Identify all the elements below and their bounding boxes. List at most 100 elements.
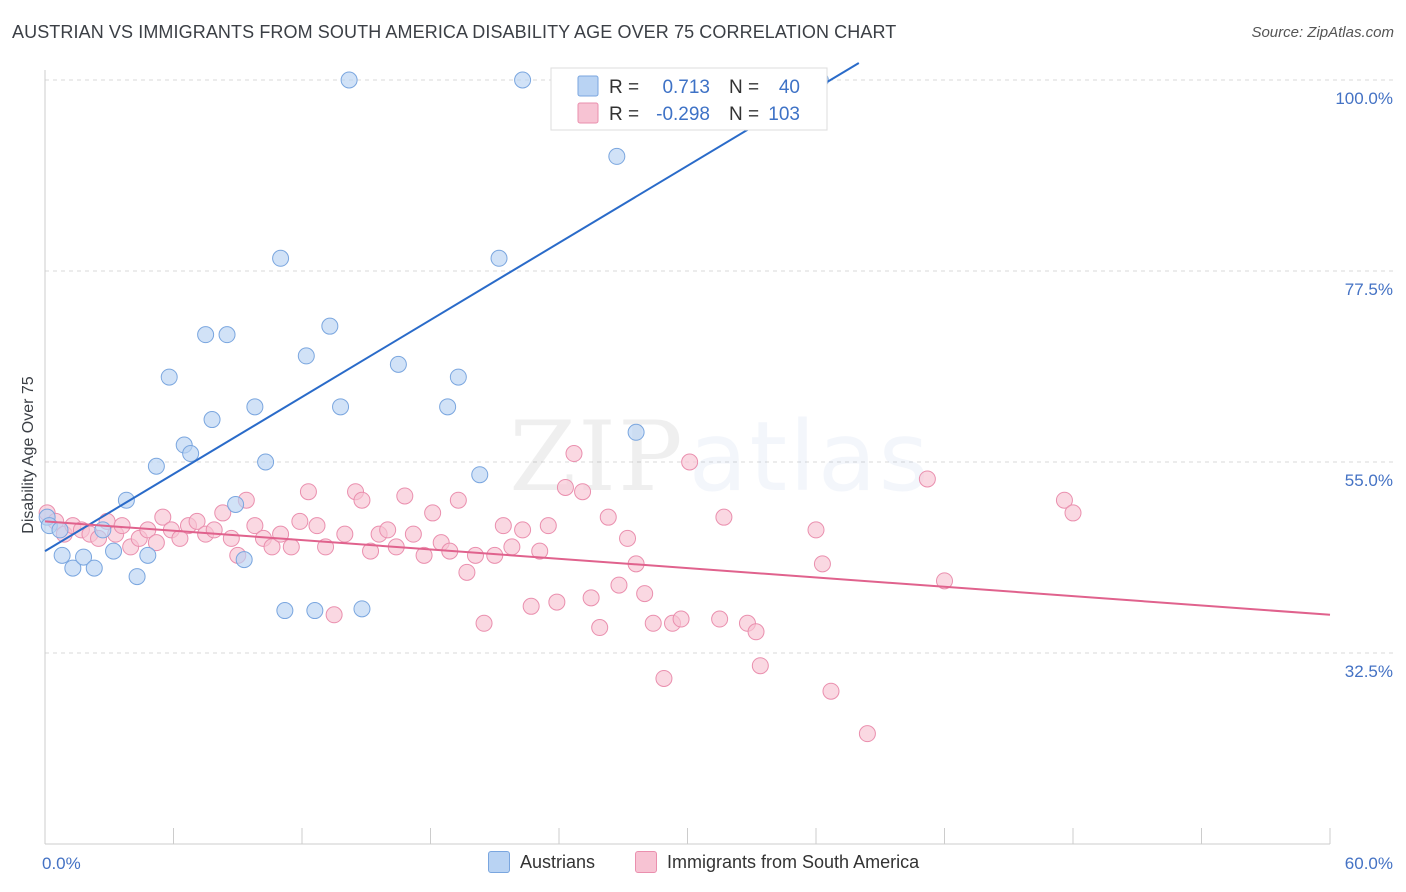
austrian-point-3 (53, 546, 71, 564)
austrian-point-4 (64, 559, 82, 577)
immigrant-point-21 (214, 504, 232, 522)
austrian-point-15 (182, 445, 200, 463)
x-tick-labels: 0.0% 60.0% (42, 854, 1393, 873)
austrian-point-2 (51, 521, 69, 539)
austrian-point-17 (203, 411, 221, 429)
legend-n-label-2: N = (729, 104, 759, 125)
legend-box: R = 0.713 N = 40 R = -0.298 N = 103 (550, 67, 828, 131)
immigrant-point-62 (574, 483, 592, 501)
austrian-point-34 (471, 466, 489, 484)
y-tick-labels: 32.5% 55.0% 77.5% 100.0% (1335, 89, 1393, 681)
immigrant-point-82 (822, 682, 840, 700)
austrian-point-25 (297, 347, 315, 365)
axes (44, 70, 1331, 845)
immigrants-swatch (635, 851, 657, 873)
immigrant-point-60 (556, 478, 574, 496)
austrian-point-39 (627, 423, 645, 441)
austrian-point-23 (272, 249, 290, 267)
immigrant-point-18 (188, 512, 206, 530)
austrian-point-11 (139, 546, 157, 564)
immigrant-point-87 (1064, 504, 1082, 522)
austrian-point-21 (246, 398, 264, 416)
legend-n-value-1: 40 (779, 77, 800, 98)
y-tick-label-1: 55.0% (1345, 471, 1393, 490)
immigrant-point-43 (404, 525, 422, 543)
immigrant-point-61 (565, 445, 583, 463)
austrian-point-36 (514, 71, 532, 89)
austrian-point-27 (321, 317, 339, 335)
legend-r-value-2: -0.298 (656, 104, 710, 125)
trend-lines (44, 62, 1331, 616)
austrian-point-18 (218, 326, 236, 344)
immigrant-point-34 (325, 606, 343, 624)
immigrant-point-54 (503, 538, 521, 556)
immigrant-point-31 (299, 483, 317, 501)
austrian-trend-line (44, 62, 860, 552)
immigrant-point-83 (858, 725, 876, 743)
austrian-point-33 (449, 368, 467, 386)
y-axis-title: Disability Age Over 75 (20, 376, 37, 534)
austrian-point-32 (439, 398, 457, 416)
immigrant-point-51 (475, 614, 493, 632)
watermark-zip: ZIP (509, 401, 684, 513)
austrian-point-26 (306, 602, 324, 620)
austrian-point-22 (257, 453, 275, 471)
legend-r-value-1: 0.713 (662, 77, 710, 98)
immigrant-point-63 (582, 589, 600, 607)
immigrant-point-76 (715, 508, 733, 526)
austrian-point-24 (276, 602, 294, 620)
immigrant-point-78 (747, 623, 765, 641)
immigrant-point-20 (205, 521, 223, 539)
austrian-point-35 (490, 249, 508, 267)
source-label: Source: ZipAtlas.com (1251, 24, 1394, 41)
immigrant-point-38 (362, 542, 380, 560)
austrian-point-19 (227, 495, 245, 513)
immigrant-point-22 (222, 529, 240, 547)
immigrant-point-70 (644, 614, 662, 632)
immigrant-point-86 (1055, 491, 1073, 509)
austrian-point-29 (340, 71, 358, 89)
y-tick-label-2: 77.5% (1345, 280, 1393, 299)
immigrant-point-79 (751, 657, 769, 675)
immigrant-point-73 (672, 610, 690, 628)
immigrant-point-69 (636, 585, 654, 603)
austrians-swatch (488, 851, 510, 873)
immigrant-point-81 (813, 555, 831, 573)
austrian-point-6 (85, 559, 103, 577)
austrian-point-13 (160, 368, 178, 386)
austrian-point-28 (332, 398, 350, 416)
immigrant-point-32 (308, 517, 326, 535)
immigrant-point-80 (807, 521, 825, 539)
x-tick-label-0: 0.0% (42, 854, 81, 873)
immigrant-point-48 (449, 491, 467, 509)
immigrant-point-50 (466, 546, 484, 564)
immigrant-point-85 (936, 572, 953, 590)
y-tick-label-3: 100.0% (1335, 89, 1393, 108)
legend-n-label-1: N = (729, 77, 759, 98)
immigrant-point-42 (396, 487, 414, 505)
immigrant-point-55 (514, 521, 532, 539)
legend-r-label-1: R = (609, 77, 639, 98)
immigrant-point-53 (494, 517, 512, 535)
immigrant-point-84 (918, 470, 936, 488)
austrian-point-30 (353, 600, 371, 618)
austrian-point-10 (128, 568, 146, 586)
austrian-point-16 (197, 326, 215, 344)
immigrant-point-59 (548, 593, 566, 611)
austrian-point-8 (105, 542, 123, 560)
immigrant-point-44 (415, 546, 433, 564)
austrian-point-38 (608, 147, 626, 165)
immigrant-point-29 (282, 538, 300, 556)
y-tick-label-0: 32.5% (1345, 662, 1393, 681)
immigrant-point-74 (681, 453, 699, 471)
immigrant-point-66 (610, 576, 628, 594)
immigrant-point-58 (539, 517, 557, 535)
immigrant-point-13 (147, 534, 165, 552)
watermark-atlas: atlas (689, 401, 931, 513)
immigrant-point-30 (291, 512, 309, 530)
immigrant-point-25 (246, 517, 264, 535)
immigrant-point-35 (336, 525, 354, 543)
legend-n-value-2: 103 (768, 104, 800, 125)
legend-r-label-2: R = (609, 104, 639, 125)
